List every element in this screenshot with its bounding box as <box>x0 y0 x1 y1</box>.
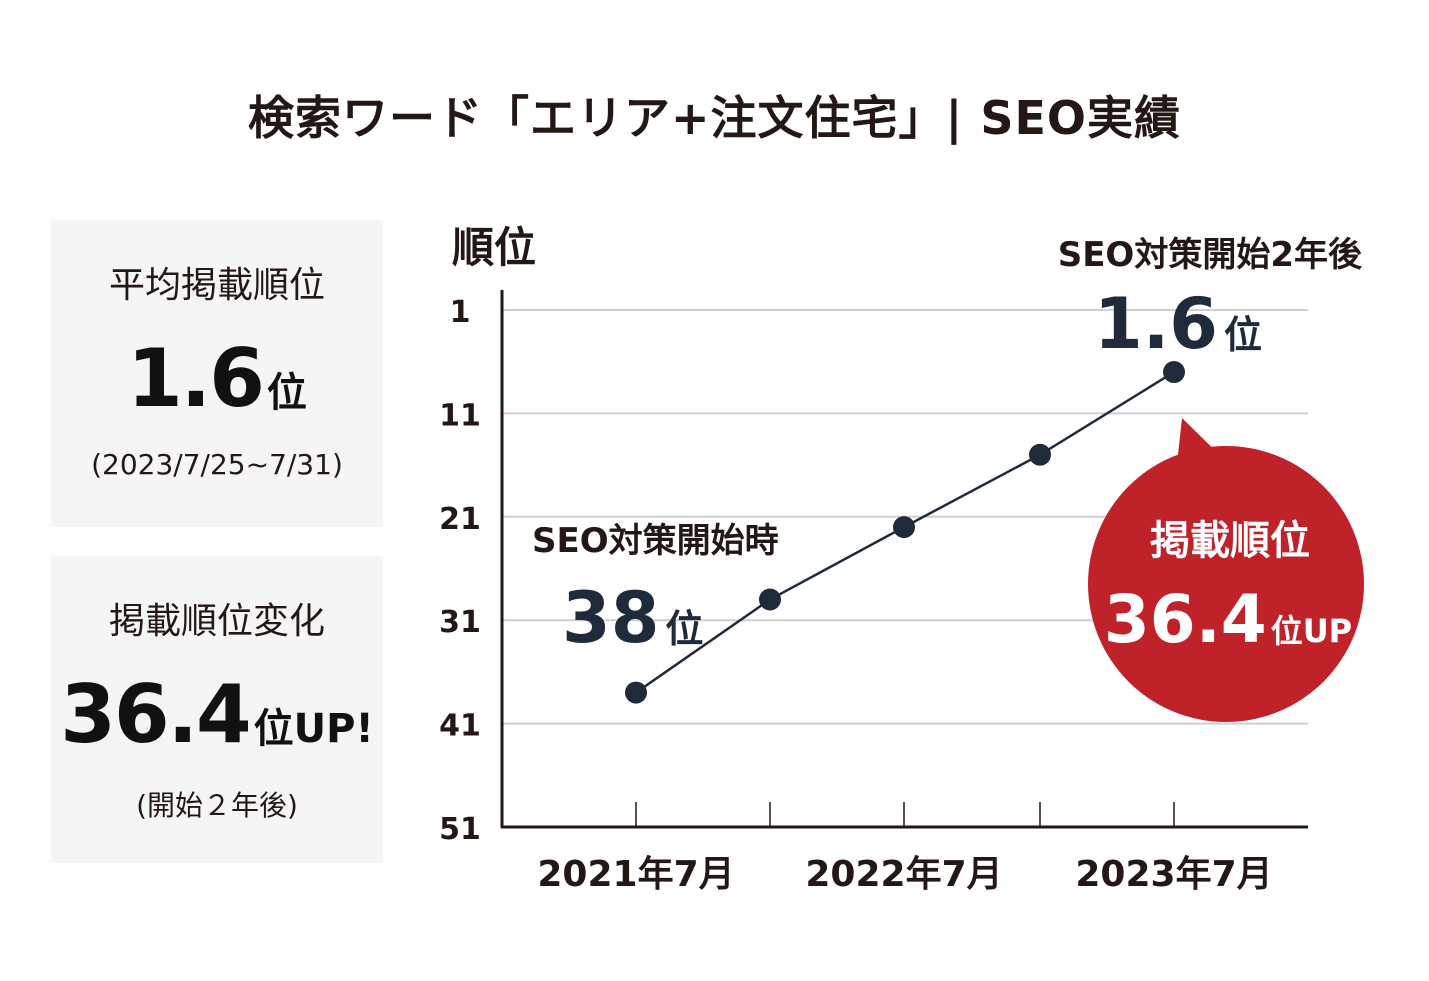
start-annotation-label: SEO対策開始時 <box>532 521 779 561</box>
axes <box>500 290 1308 829</box>
end-annotation-unit: 位 <box>1224 313 1262 357</box>
average-rank-number: 1.6 <box>127 332 265 425</box>
rank-change-label: 掲載順位変化 <box>108 601 325 642</box>
bubble-label: 掲載順位 <box>1150 518 1310 564</box>
start-annotation-unit: 位 <box>665 607 703 651</box>
average-rank-label: 平均掲載順位 <box>108 265 325 306</box>
average-rank-card: 平均掲載順位 1.6 位 (2023/7/25~7/31) <box>51 220 383 527</box>
end-annotation-label: SEO対策開始2年後 <box>1058 235 1363 275</box>
bubble-circle <box>1088 446 1364 722</box>
end-annotation-number: 1.6 <box>1094 283 1218 365</box>
y-tick-label-21: 21 <box>439 502 481 537</box>
bubble-value: 36.4 位UP <box>1104 581 1352 658</box>
data-point-2 <box>893 516 915 539</box>
bubble-unit: 位UP <box>1271 612 1352 650</box>
average-rank-unit: 位 <box>266 370 307 416</box>
end-annotation-value: 1.6 位 <box>1094 283 1262 365</box>
data-point-4 <box>1163 361 1185 384</box>
y-axis-label: 順位 <box>452 223 536 272</box>
x-tick-label-0: 2021年7月 <box>537 854 734 895</box>
data-point-3 <box>1029 443 1051 466</box>
x-tick-labels: 2021年7月 2022年7月 2023年7月 <box>537 854 1272 895</box>
rank-up-bubble: 掲載順位 36.4 位UP <box>1088 418 1364 722</box>
start-annotation-number: 38 <box>562 577 659 659</box>
average-rank-period: (2023/7/25~7/31) <box>91 448 343 481</box>
rank-change-card: 掲載順位変化 36.4 位UP! (開始２年後) <box>51 556 383 863</box>
y-tick-label-31: 31 <box>439 605 481 640</box>
rank-change-note: (開始２年後) <box>136 789 298 822</box>
x-tick-label-2: 2023年7月 <box>1075 854 1272 895</box>
chart-title: 検索ワード「エリア+注文住宅」| SEO実績 <box>247 91 1181 145</box>
rank-change-number: 36.4 <box>60 668 251 761</box>
start-annotation-value: 38 位 <box>562 577 703 659</box>
bubble-number: 36.4 <box>1104 581 1267 658</box>
y-tick-label-1: 1 <box>450 295 471 330</box>
y-tick-label-11: 11 <box>439 398 481 433</box>
rank-change-value: 36.4 位UP! <box>51 668 383 761</box>
series-line <box>625 361 1185 704</box>
data-point-0 <box>625 681 647 704</box>
average-rank-value: 1.6 位 <box>51 332 383 425</box>
y-tick-label-51: 51 <box>439 812 481 847</box>
data-point-1 <box>759 588 781 611</box>
rank-change-unit: 位UP! <box>253 706 374 752</box>
y-tick-label-41: 41 <box>439 709 481 744</box>
x-tick-label-1: 2022年7月 <box>805 854 1002 895</box>
